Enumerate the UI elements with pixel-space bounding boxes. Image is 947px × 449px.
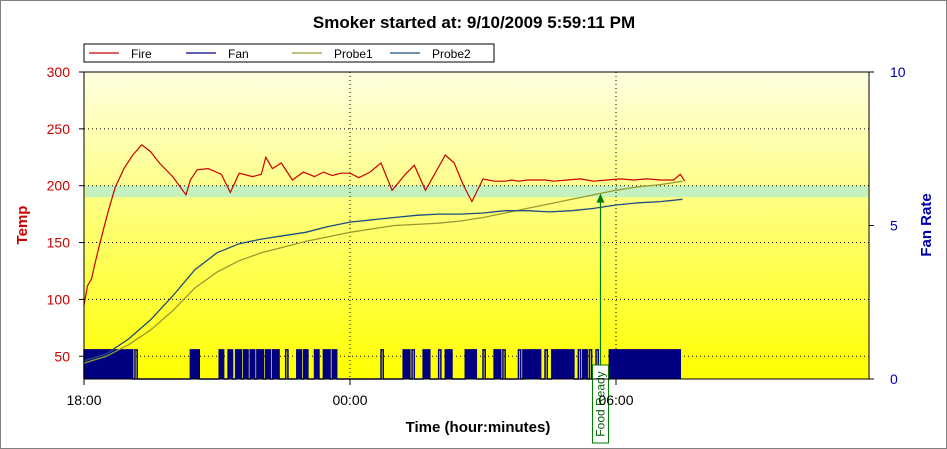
fan-on-block	[272, 349, 280, 379]
fan-on-block	[445, 349, 452, 379]
y-tick-label: 200	[47, 178, 71, 194]
legend-label-fan: Fan	[228, 47, 249, 61]
fan-on-block	[250, 349, 255, 379]
fan-on-block	[582, 349, 588, 379]
annotation-arrowhead	[596, 193, 605, 203]
legend-label-probe1: Probe1	[334, 47, 373, 61]
fan-on-block	[314, 349, 319, 379]
y-axis-title: Temp	[14, 206, 31, 245]
chart-title: Smoker started at: 9/10/2009 5:59:11 PM	[313, 13, 635, 32]
fan-on-block	[84, 349, 133, 379]
fan-on-block	[235, 349, 242, 379]
y-tick-label: 150	[47, 235, 71, 251]
fan-on-block	[551, 349, 574, 379]
y2-tick-label: 10	[890, 64, 906, 80]
annotation-label-box	[591, 364, 609, 444]
annotation-label: Food Ready	[593, 371, 607, 436]
fan-on-block	[219, 349, 224, 379]
legend-label-fire: Fire	[131, 47, 152, 61]
fan-on-block	[296, 349, 302, 379]
x-tick-label: 00:00	[332, 392, 367, 408]
fan-on-block	[228, 349, 233, 379]
x-axis-title: Time (hour:minutes)	[406, 419, 551, 436]
legend-box	[83, 43, 495, 63]
y2-tick-label: 5	[890, 218, 898, 234]
fan-on-block	[243, 349, 249, 379]
series-line-probe1	[83, 180, 683, 364]
legend-label-probe2: Probe2	[432, 47, 471, 61]
series-line-fire	[83, 143, 686, 306]
y-tick-label: 100	[47, 291, 71, 307]
fan-on-block	[494, 349, 501, 379]
fan-on-block	[609, 349, 681, 379]
fan-on-block	[403, 349, 410, 379]
line-series	[83, 143, 686, 364]
fan-series	[83, 349, 682, 380]
fan-on-block	[265, 349, 271, 379]
fan-on-block	[256, 349, 264, 379]
fan-on-block	[303, 349, 308, 379]
fan-on-block	[522, 349, 541, 379]
fan-on-block	[332, 349, 337, 379]
y-tick-label: 300	[47, 64, 71, 80]
fan-on-block	[423, 349, 430, 379]
y2-axis-title: Fan Rate	[918, 193, 935, 256]
fan-on-block	[190, 349, 200, 379]
plot-background	[84, 72, 869, 379]
axes: 50 100 150 200 250 300 0 5 10 18:00 00:00 06:00	[47, 64, 906, 408]
legend: Fire Fan Probe1 Probe2	[83, 43, 495, 63]
annotation-layer: Food Ready	[591, 193, 609, 444]
fan-on-block	[323, 349, 331, 379]
series-line-probe2	[83, 198, 683, 362]
fan-on-block	[465, 349, 477, 379]
y-tick-label: 50	[54, 348, 70, 364]
y-tick-label: 250	[47, 121, 71, 137]
y2-tick-label: 0	[890, 371, 898, 387]
x-tick-label: 06:00	[598, 392, 633, 408]
x-tick-label: 18:00	[66, 392, 101, 408]
